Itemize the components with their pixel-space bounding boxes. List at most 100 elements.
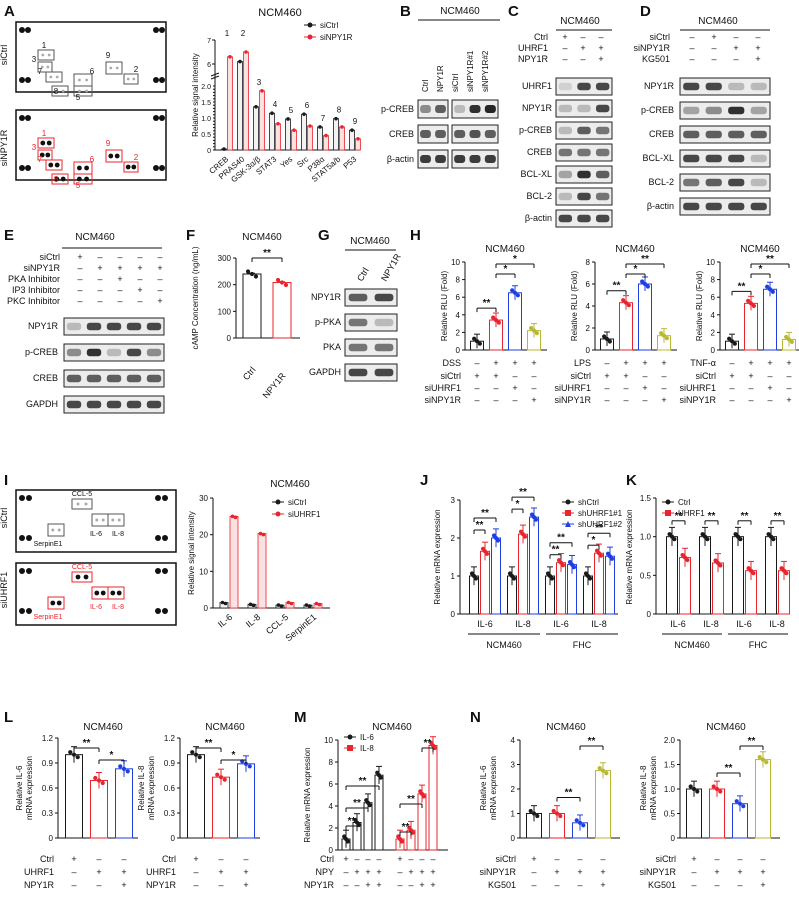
- array-spot-name: IL-8: [112, 604, 124, 611]
- sign-E: –: [157, 252, 162, 262]
- panel-H-title: NCM460: [485, 244, 525, 255]
- sign-L: –: [71, 867, 76, 877]
- panel-I-title: NCM460: [270, 479, 310, 490]
- data-point: [607, 339, 612, 344]
- array-spot-name: IL-6: [90, 604, 102, 611]
- sign-L: +: [243, 867, 248, 877]
- data-point: [597, 766, 602, 771]
- sign-M: +: [419, 880, 424, 890]
- sign-E: –: [137, 252, 142, 262]
- y-tick-label: 4: [511, 736, 516, 745]
- x-tick-label: P53: [342, 154, 359, 170]
- bar-J-1: [518, 533, 528, 615]
- y-tick-label: 2: [456, 328, 461, 337]
- legend-label-siUHRF1-I: siUHRF1: [288, 510, 321, 519]
- panel-letter-H: H: [410, 227, 421, 244]
- array-spot-number: 6: [90, 155, 95, 164]
- sign-E: –: [157, 274, 162, 284]
- sig-star: **: [205, 738, 213, 749]
- y-tick-label: 0.3: [164, 809, 176, 818]
- array-ref-spot: [155, 608, 161, 614]
- sign-C: –: [598, 32, 603, 42]
- sign-N: +: [691, 854, 696, 864]
- sig-star: **: [741, 511, 749, 522]
- data-point: [378, 775, 383, 780]
- sign-H: +: [512, 358, 517, 368]
- blot-band: [728, 154, 745, 163]
- array-spot-box: [37, 61, 53, 73]
- y-axis-label: Relative signal intensity: [191, 53, 200, 137]
- blot-band: [705, 82, 722, 91]
- array-ref-spot: [153, 27, 159, 33]
- data-point: [587, 576, 593, 581]
- lane-label: NPY1R: [379, 252, 403, 283]
- sign-E: –: [97, 285, 102, 295]
- sign-H: –: [512, 371, 517, 381]
- x-tick-label: Ctrl: [241, 365, 258, 382]
- data-point: [558, 813, 563, 819]
- y-tick-label: 0: [49, 834, 54, 843]
- array-ref-spot: [26, 608, 32, 614]
- data-point: [238, 59, 242, 64]
- data-point: [218, 775, 224, 780]
- condition-label-H: siUHRF1: [424, 383, 461, 393]
- y-tick-label: 0: [511, 834, 516, 843]
- y-tick-label: 0: [711, 346, 716, 355]
- bar-Yes: [291, 129, 297, 151]
- sig-star: **: [613, 281, 621, 292]
- blot-band: [484, 155, 496, 163]
- data-point: [247, 764, 252, 769]
- sign-L: –: [96, 880, 101, 890]
- bar-J-2: [529, 516, 539, 615]
- blot-band: [348, 293, 368, 302]
- blot-band: [469, 130, 481, 138]
- sign-N: –: [531, 867, 536, 877]
- blot-row-label: β-actin: [647, 201, 674, 211]
- bar-K-ctrl: [765, 536, 777, 615]
- blot-band: [66, 374, 82, 383]
- sign-D: –: [689, 32, 694, 42]
- western-blot-strip: [679, 101, 771, 120]
- sign-E: –: [97, 274, 102, 284]
- sign-N: –: [691, 867, 696, 877]
- legend-label-K: Ctrl: [678, 498, 691, 507]
- sign-C: +: [598, 43, 603, 53]
- data-point: [746, 298, 751, 303]
- sign-H: –: [767, 371, 772, 381]
- array-spot: [55, 75, 59, 79]
- blot-band: [705, 154, 722, 163]
- sign-D: –: [733, 32, 738, 42]
- blot-band: [577, 126, 591, 135]
- sign-E: –: [97, 296, 102, 306]
- array-spot-box: [37, 149, 53, 161]
- sign-N: +: [577, 867, 582, 877]
- sign-N: +: [554, 867, 559, 877]
- panel-H-title: NCM460: [615, 244, 655, 255]
- western-blot-strip: [679, 149, 771, 168]
- y-tick-label: 0: [204, 604, 209, 613]
- blot-band: [750, 202, 767, 211]
- y-tick-label: 8: [456, 276, 461, 285]
- data-point: [223, 601, 228, 606]
- x-tick-label: IL-8: [703, 619, 719, 629]
- sig-star: **: [348, 816, 356, 827]
- sign-D: –: [689, 54, 694, 64]
- sig-star: **: [483, 298, 491, 309]
- sign-M: –: [408, 854, 413, 864]
- data-point: [495, 538, 501, 543]
- data-point: [275, 277, 281, 283]
- data-point: [515, 293, 520, 298]
- sign-D: +: [755, 43, 760, 53]
- sign-H: –: [474, 358, 479, 368]
- array-spot: [39, 152, 45, 158]
- legend-marker: [665, 499, 671, 505]
- sign-H: +: [642, 358, 647, 368]
- bar-H3-2: [763, 288, 777, 351]
- array-ref-spot: [25, 115, 31, 121]
- array-spot-box: [107, 586, 125, 600]
- array-ref-spot: [159, 115, 165, 121]
- array-ref-spot: [26, 568, 32, 574]
- data-point: [784, 334, 789, 340]
- sign-H: +: [493, 371, 498, 381]
- western-blot-strip: [679, 77, 771, 96]
